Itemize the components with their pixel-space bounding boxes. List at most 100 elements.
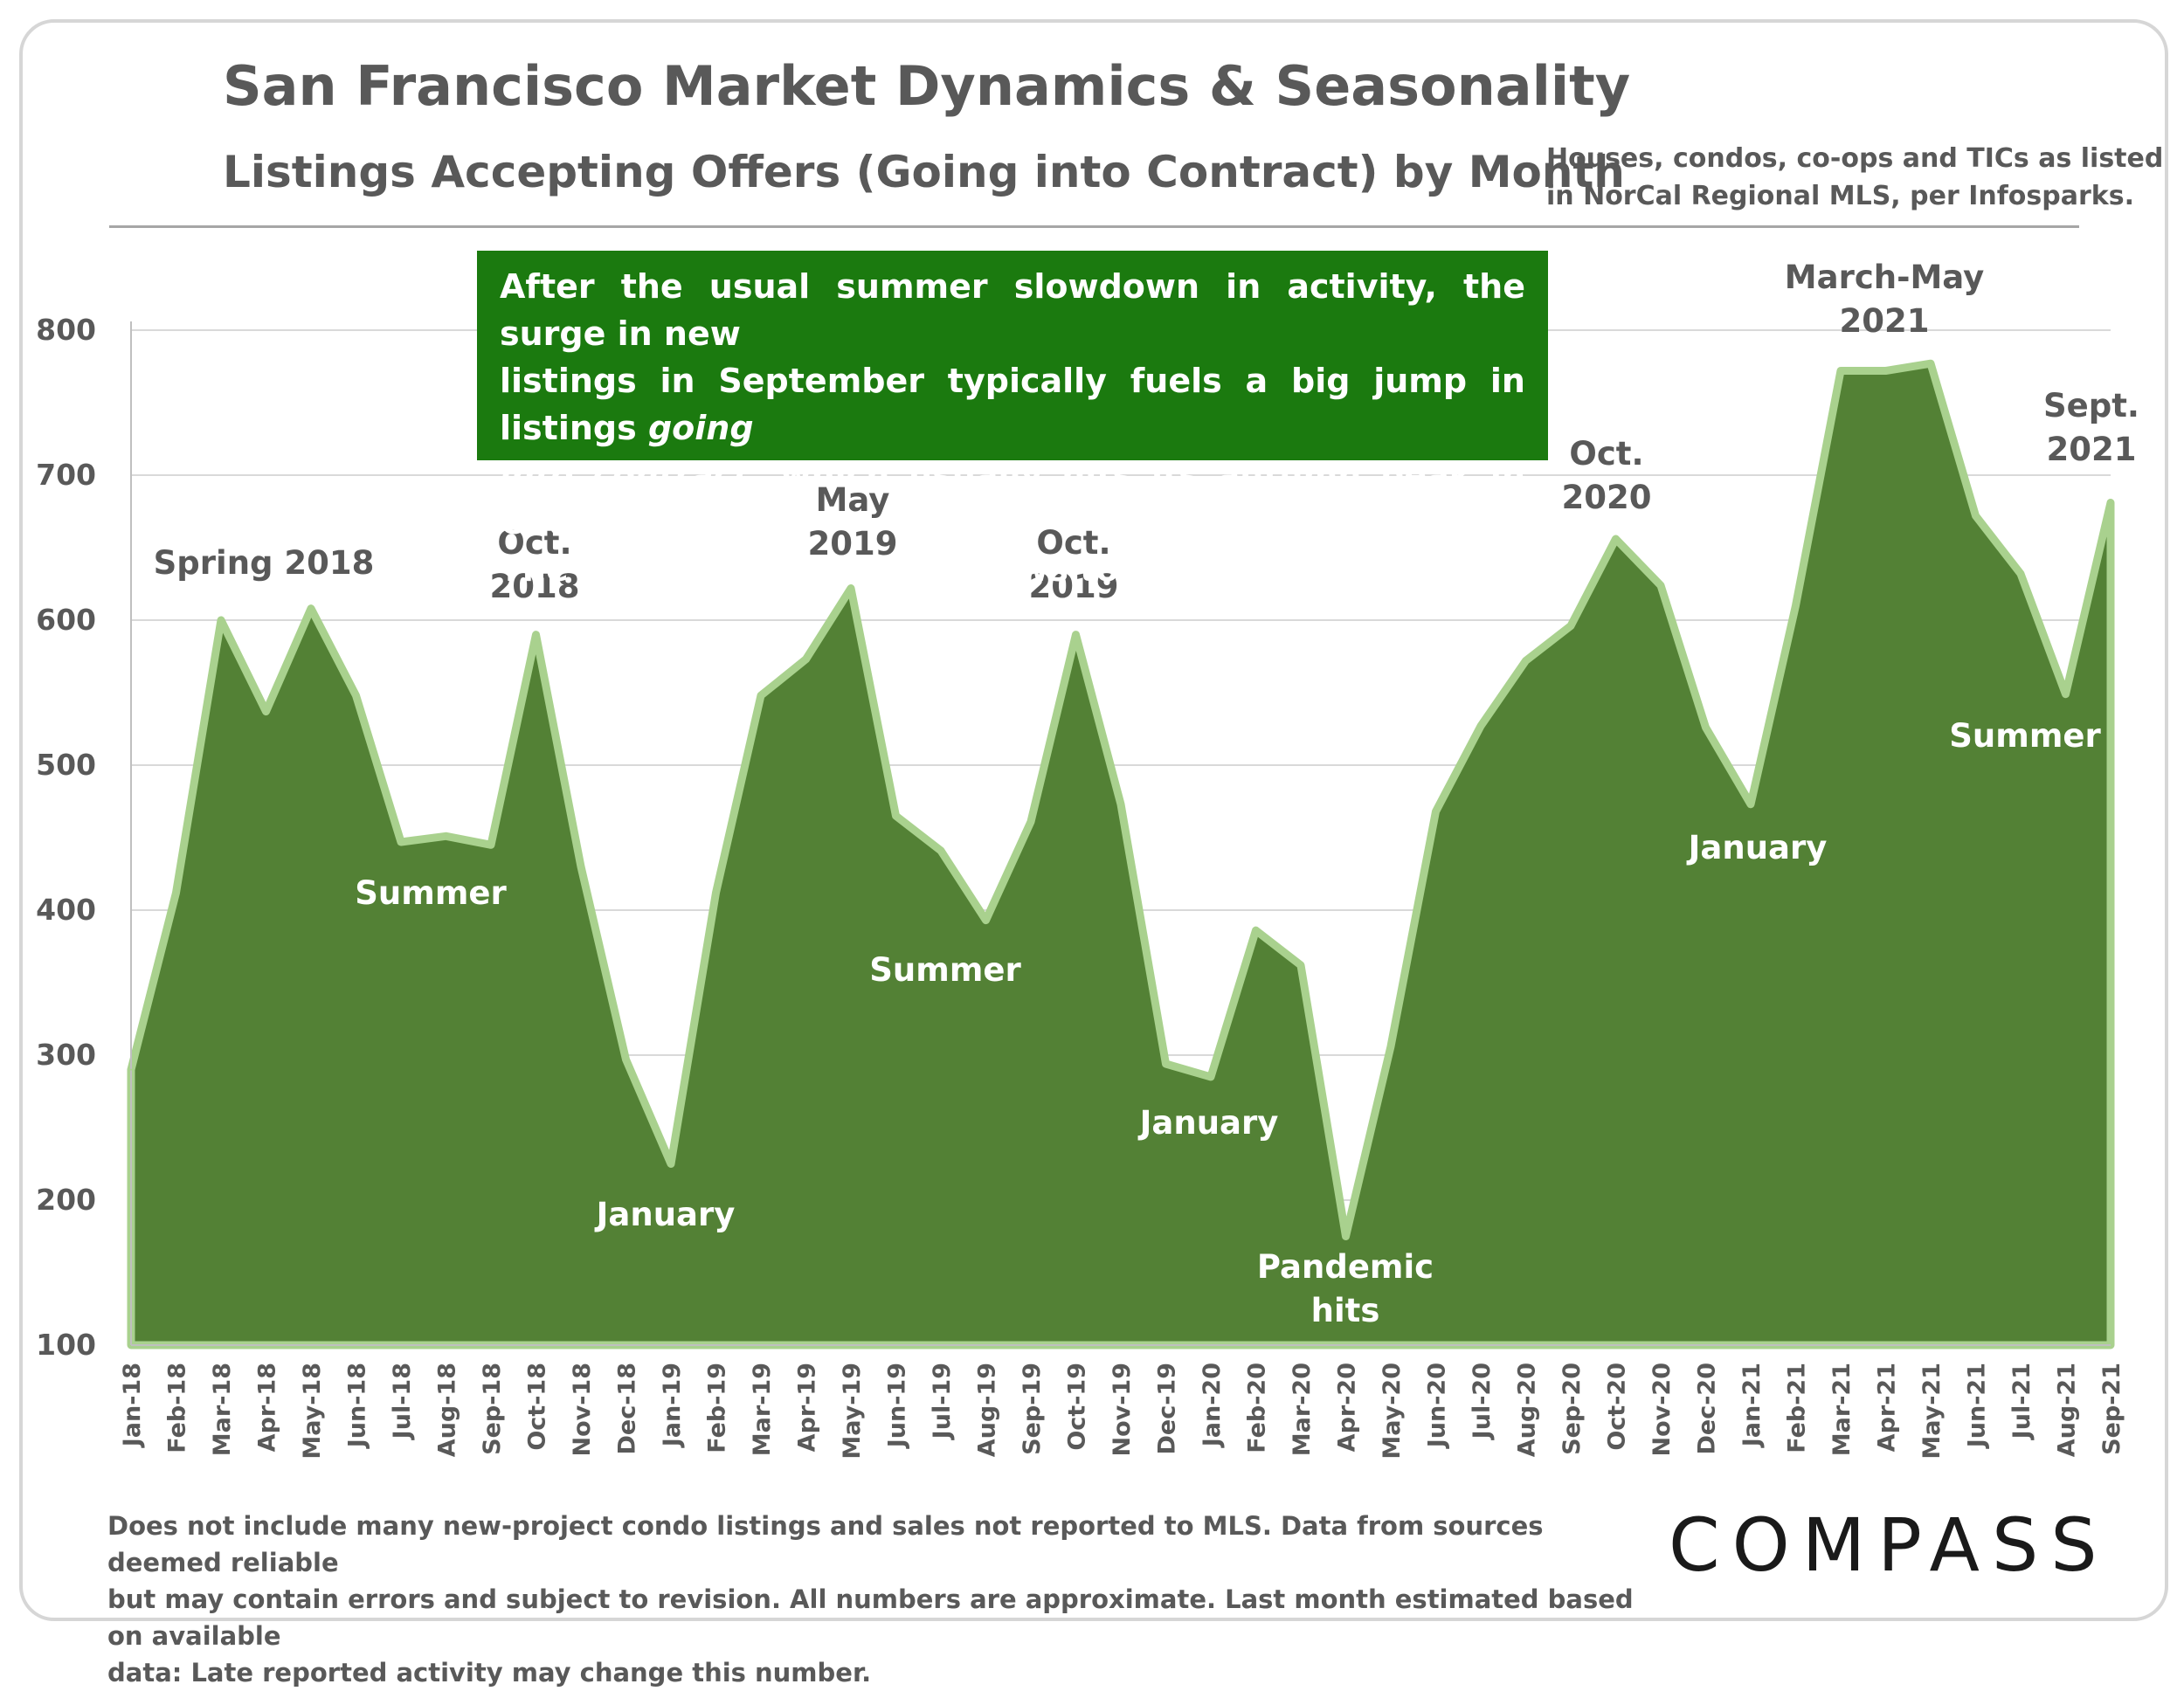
chart-annotation: Sept. <box>2043 387 2139 424</box>
data-point <box>1930 362 1932 365</box>
chart-title: San Francisco Market Dynamics & Seasonal… <box>223 54 1631 118</box>
compass-logo: COMPASS <box>1669 1502 2110 1588</box>
x-tick-label: Dec-18 <box>614 1363 641 1455</box>
data-point <box>1704 726 1707 728</box>
chart-annotation: Summer <box>355 874 507 912</box>
data-point <box>1120 803 1122 805</box>
data-point <box>1300 964 1302 967</box>
data-point <box>580 866 582 868</box>
chart-annotation: 2021 <box>2047 431 2137 468</box>
x-tick-label: Apr-21 <box>1874 1363 1901 1452</box>
data-point <box>1390 1046 1392 1048</box>
x-tick-label: Jun-19 <box>884 1363 911 1449</box>
data-point <box>310 607 312 610</box>
y-tick-label: 100 <box>36 1328 96 1362</box>
x-tick-label: May-20 <box>1379 1363 1406 1460</box>
chart-annotation: Spring 2018 <box>154 544 375 582</box>
data-point <box>1750 803 1752 805</box>
chart-annotation: January <box>594 1196 736 1233</box>
chart-annotation: March-May <box>1785 259 1984 296</box>
x-tick-label: Mar-18 <box>209 1363 236 1456</box>
x-tick-label: Jun-20 <box>1424 1363 1451 1449</box>
data-point <box>805 658 807 660</box>
x-tick-label: Sep-18 <box>479 1363 506 1455</box>
chart-annotation: Oct. <box>1036 524 1110 562</box>
data-point <box>1884 369 1887 372</box>
x-tick-label: Jan-21 <box>1738 1363 1766 1448</box>
x-tick-label: Apr-18 <box>254 1363 281 1452</box>
data-point <box>1254 929 1257 932</box>
x-tick-label: Feb-18 <box>164 1363 191 1453</box>
x-tick-label: Aug-19 <box>974 1363 1001 1457</box>
data-point <box>265 710 267 713</box>
x-tick-label: Jun-18 <box>344 1363 371 1449</box>
data-point <box>1210 1075 1212 1078</box>
x-tick-label: Mar-19 <box>749 1363 776 1456</box>
chart-annotation: 2019 <box>808 525 898 563</box>
x-tick-label: Sep-19 <box>1019 1363 1046 1455</box>
footnote-line: Does not include many new-project condo … <box>107 1511 1544 1577</box>
data-point <box>1344 1235 1347 1238</box>
x-tick-label: Aug-18 <box>434 1363 461 1457</box>
x-tick-label: Jul-21 <box>2008 1363 2035 1440</box>
data-point <box>355 694 357 697</box>
x-tick-label: Oct-19 <box>1064 1363 1091 1451</box>
data-point <box>670 1163 672 1165</box>
header-divider <box>109 225 2079 228</box>
data-point <box>940 849 942 852</box>
data-point <box>175 892 177 894</box>
x-tick-label: Nov-19 <box>1109 1363 1136 1457</box>
x-tick-label: Jan-20 <box>1199 1363 1226 1448</box>
chart-annotation: Pandemic <box>1257 1248 1434 1286</box>
chart-annotation: 2018 <box>490 568 580 605</box>
footnote: Does not include many new-project condo … <box>107 1508 1636 1691</box>
x-tick-label: May-21 <box>1918 1363 1946 1460</box>
data-point <box>1165 1062 1167 1065</box>
y-tick-label: 600 <box>36 603 96 637</box>
callout-line: which usually hits its autumn peak in Oc… <box>500 456 1525 542</box>
x-tick-label: Nov-18 <box>569 1363 596 1457</box>
x-tick-label: Feb-19 <box>704 1363 731 1453</box>
data-point <box>625 1058 627 1060</box>
data-point <box>715 892 717 894</box>
chart-annotation: Summer <box>869 951 1021 989</box>
data-point <box>1075 633 1077 636</box>
data-point <box>850 587 852 590</box>
data-point <box>2110 501 2111 504</box>
callout-emphasis: going <box>647 409 754 447</box>
chart-annotation: Oct. <box>1569 435 1643 473</box>
data-point <box>2064 693 2067 695</box>
x-tick-label: Mar-21 <box>1828 1363 1856 1456</box>
data-point <box>1660 584 1662 587</box>
x-tick-label: May-18 <box>299 1363 326 1460</box>
callout-line: After the usual summer slowdown in activ… <box>500 267 1525 353</box>
x-tick-label: Oct-20 <box>1604 1363 1631 1451</box>
x-tick-label: Feb-21 <box>1784 1363 1811 1453</box>
x-tick-label: Apr-19 <box>794 1363 821 1452</box>
source-note-line: in NorCal Regional MLS, per Infosparks. <box>1546 181 2134 211</box>
x-tick-label: Sep-21 <box>2098 1363 2125 1455</box>
footnote-line: data: Late reported activity may change … <box>107 1658 872 1688</box>
data-point <box>1030 820 1032 823</box>
x-tick-label: Jul-18 <box>389 1363 416 1440</box>
data-point <box>985 919 987 921</box>
data-point <box>1570 625 1572 627</box>
footnote-line: but may contain errors and subject to re… <box>107 1584 1634 1651</box>
chart-annotation: May <box>816 481 890 519</box>
x-tick-label: Dec-19 <box>1154 1363 1181 1455</box>
data-point <box>760 694 762 697</box>
x-tick-label: Jul-20 <box>1469 1363 1496 1440</box>
callout-emphasis: into contract, <box>500 456 762 494</box>
data-point <box>2020 572 2022 575</box>
x-tick-label: Sep-20 <box>1559 1363 1586 1455</box>
data-point <box>895 815 897 818</box>
x-tick-label: May-19 <box>839 1363 866 1460</box>
x-tick-label: Aug-20 <box>1514 1363 1541 1457</box>
chart-annotation: 2021 <box>1840 302 1930 340</box>
x-tick-label: Oct-18 <box>524 1363 551 1451</box>
source-note-line: Houses, condos, co-ops and TICs as liste… <box>1546 143 2164 174</box>
data-point <box>1614 538 1617 541</box>
chart-annotation: Oct. <box>497 524 571 562</box>
chart-annotation: 2019 <box>1029 568 1119 605</box>
data-point <box>1524 659 1527 662</box>
